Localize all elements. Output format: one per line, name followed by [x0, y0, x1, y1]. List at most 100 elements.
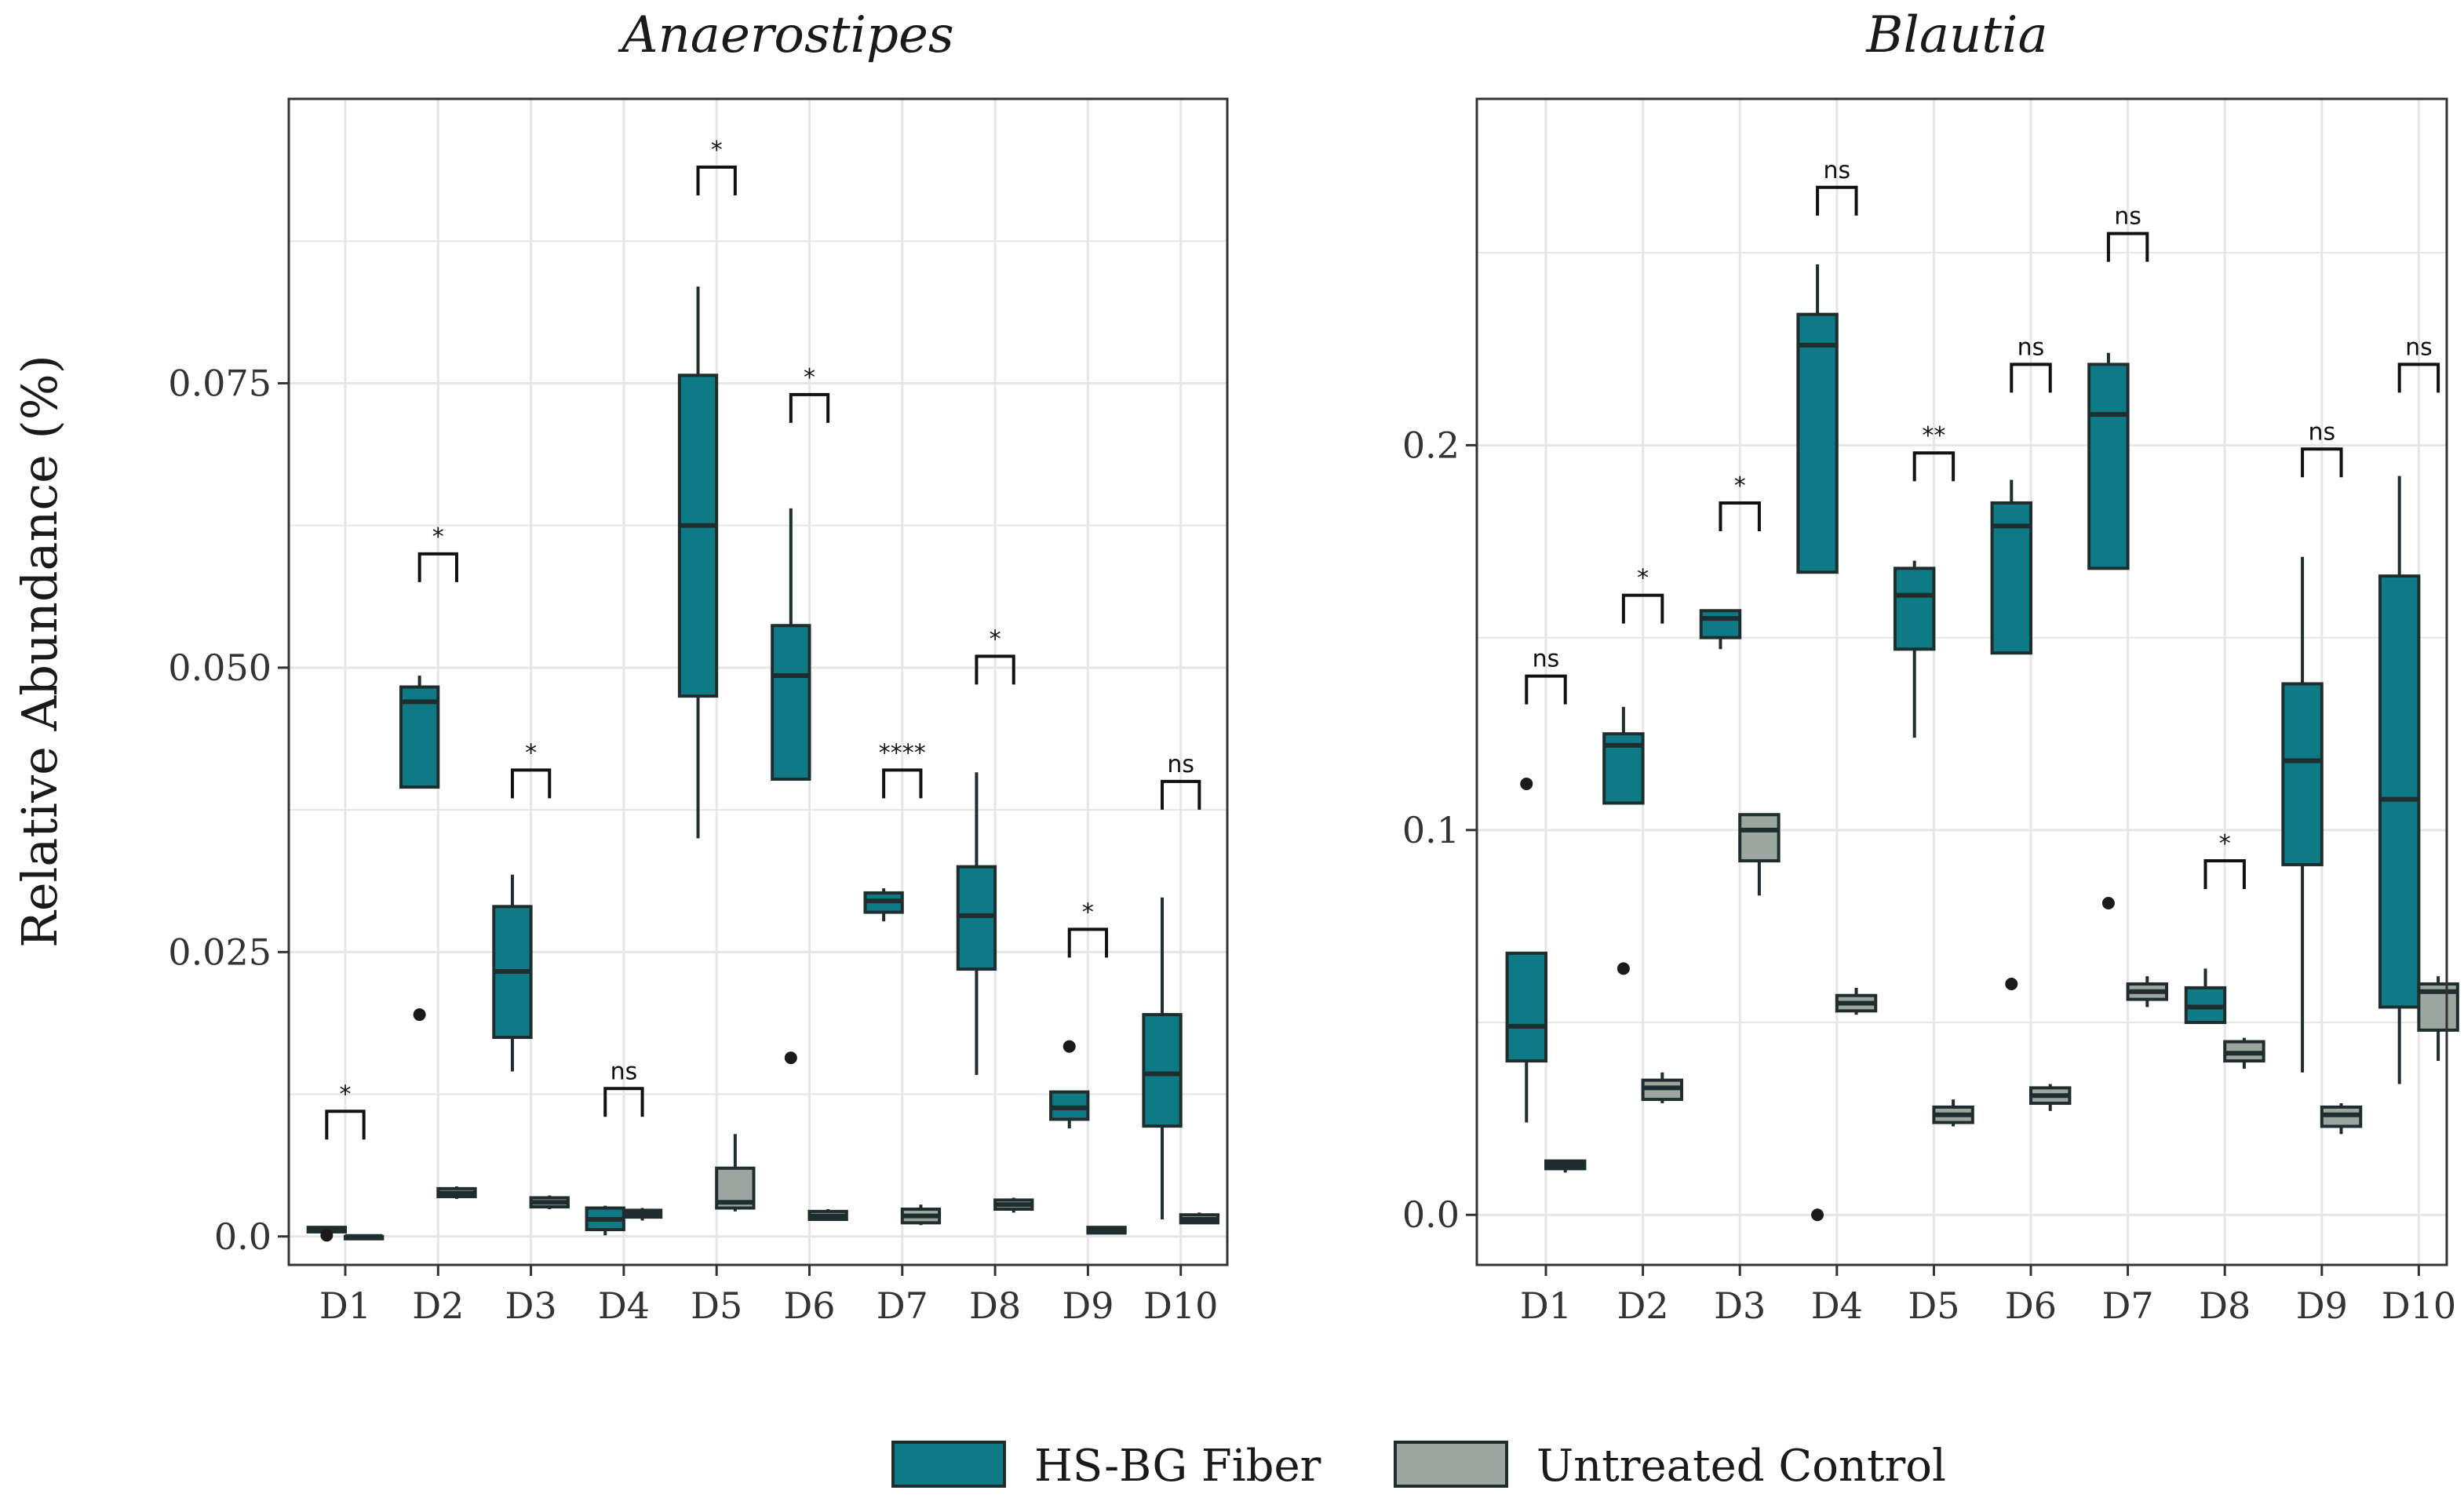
significance-bracket-d9: *	[1067, 898, 1109, 958]
box-untreated-control-d6	[2029, 1084, 2072, 1111]
box-untreated-control-d10	[2417, 976, 2459, 1062]
x-tick-label-d6: D6	[783, 1285, 835, 1327]
box-untreated-control-d2	[436, 1186, 477, 1199]
box-hs-bg-fiber-d4	[1796, 264, 1839, 1222]
box-untreated-control-d2	[1641, 1072, 1684, 1104]
y-tick-label: 0.2	[1402, 424, 1460, 466]
y-tick-label: 0.0	[214, 1215, 272, 1258]
x-tick-label-d2: D2	[412, 1285, 464, 1327]
significance-bracket-d5: **	[1912, 422, 1956, 482]
box-body	[1893, 567, 1936, 651]
x-tick-label-d3: D3	[1714, 1285, 1766, 1327]
box-untreated-control-d1	[1544, 1159, 1587, 1173]
x-tick-label-d8: D8	[2199, 1285, 2251, 1327]
significance-bracket-d1: ns	[1525, 646, 1567, 705]
box-body	[2281, 682, 2324, 866]
bracket-line	[1816, 185, 1858, 216]
outlier-point	[320, 1229, 334, 1242]
outlier-point	[784, 1051, 797, 1065]
box-hs-bg-fiber-d8	[956, 772, 997, 1075]
significance-label: *	[1637, 565, 1649, 592]
box-untreated-control-d8	[2223, 1037, 2265, 1069]
box-untreated-control-d4	[621, 1208, 663, 1221]
significance-label: **	[1922, 422, 1945, 450]
significance-label: ns	[1167, 751, 1194, 778]
box-hs-bg-fiber-d5	[677, 286, 719, 839]
box-body	[1142, 1013, 1183, 1128]
x-tick-label-d7: D7	[2102, 1285, 2154, 1327]
bracket-line	[975, 654, 1015, 685]
significance-bracket-d4: ns	[603, 1058, 644, 1117]
outlier-point	[2101, 896, 2115, 909]
significance-label: *	[711, 137, 723, 164]
significance-bracket-d10: ns	[2397, 333, 2440, 393]
box-untreated-control-d5	[715, 1134, 756, 1212]
y-tick-label: 0.025	[168, 931, 272, 973]
bracket-line	[1067, 927, 1109, 958]
box-hs-bg-fiber-d1	[1505, 777, 1548, 1123]
legend: HS-BG Fiber Untreated Control	[891, 1441, 1946, 1492]
x-tick-label-d9: D9	[1062, 1285, 1114, 1327]
panel-title: Anaerostipes	[618, 6, 953, 64]
bracket-line	[1912, 451, 1956, 482]
significance-label: *	[2219, 830, 2231, 858]
box-untreated-control-d1	[344, 1234, 385, 1241]
box-body	[1505, 951, 1548, 1063]
significance-label: ns	[1823, 157, 1850, 184]
box-hs-bg-fiber-d8	[2184, 968, 2227, 1025]
x-tick-label-d8: D8	[969, 1285, 1021, 1327]
x-tick-label-d6: D6	[2005, 1285, 2057, 1327]
x-tick-label-d5: D5	[1908, 1285, 1959, 1327]
legend-swatch-untreated-control	[1394, 1441, 1508, 1488]
significance-bracket-d6: *	[789, 364, 830, 423]
significance-label: *	[1082, 898, 1094, 926]
significance-label: ns	[2017, 333, 2045, 361]
box-hs-bg-fiber-d2	[1602, 706, 1645, 975]
bracket-line	[1621, 593, 1664, 624]
panel-title: Blautia	[1865, 6, 2047, 64]
box-hs-bg-fiber-d4	[585, 1205, 625, 1236]
significance-bracket-d6: ns	[2010, 333, 2052, 393]
x-tick-label-d4: D4	[598, 1285, 650, 1327]
bracket-line	[325, 1110, 366, 1140]
x-tick-label-d1: D1	[319, 1285, 371, 1327]
box-body	[1738, 813, 1781, 863]
outlier-point	[413, 1008, 426, 1022]
x-tick-label-d10: D10	[1143, 1285, 1218, 1327]
box-hs-bg-fiber-d3	[1699, 609, 1742, 650]
significance-bracket-d8: *	[2203, 830, 2246, 890]
significance-label: *	[990, 625, 1001, 653]
box-hs-bg-fiber-d6	[771, 508, 811, 1065]
significance-bracket-d3: *	[510, 739, 552, 799]
panel-blautia: Blautia 0.0 0.1 0.2 D1 D2 D3 D4 D5 D6 D7 D8 D9 D10 ns *…	[1402, 6, 2459, 1327]
bracket-line	[1525, 674, 1567, 705]
significance-label: *	[340, 1080, 352, 1108]
box-hs-bg-fiber-d10	[1142, 897, 1183, 1220]
box-untreated-control-d8	[993, 1197, 1034, 1213]
legend-label-untreated-control: Untreated Control	[1536, 1441, 1946, 1492]
box-hs-bg-fiber-d9	[1049, 1040, 1090, 1129]
significance-bracket-d2: *	[417, 523, 458, 582]
bracket-line	[417, 552, 458, 582]
significance-label: ns	[2114, 203, 2141, 231]
outlier-point	[1520, 777, 1533, 790]
panel-border	[1475, 97, 2448, 1266]
box-untreated-control-d7	[2126, 976, 2169, 1008]
x-tick-label-d10: D10	[2382, 1285, 2456, 1327]
box-hs-bg-fiber-d6	[1990, 479, 2033, 990]
significance-bracket-d4: ns	[1816, 157, 1858, 216]
bracket-line	[1161, 779, 1201, 810]
plot-background	[289, 99, 1227, 1265]
box-hs-bg-fiber-d1	[306, 1226, 347, 1242]
box-untreated-control-d5	[1932, 1099, 1974, 1127]
significance-bracket-d9: ns	[2301, 418, 2343, 478]
significance-label: ns	[1533, 646, 1560, 673]
significance-bracket-d2: *	[1621, 565, 1664, 624]
box-hs-bg-fiber-d10	[2378, 476, 2421, 1084]
bracket-line	[2010, 363, 2052, 393]
box-body	[677, 374, 719, 698]
bracket-line	[2106, 231, 2149, 262]
y-tick-label: 0.0	[1402, 1193, 1460, 1236]
box-untreated-control-d7	[900, 1204, 942, 1226]
